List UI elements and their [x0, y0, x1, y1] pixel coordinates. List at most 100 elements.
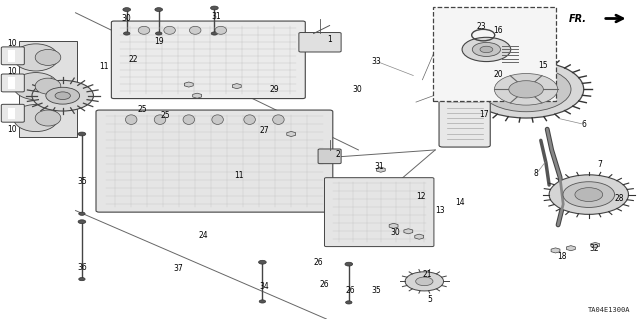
Text: 26: 26 — [314, 258, 324, 267]
Circle shape — [32, 80, 93, 111]
Circle shape — [462, 37, 511, 62]
FancyBboxPatch shape — [1, 47, 24, 65]
Text: 6: 6 — [582, 120, 587, 129]
Ellipse shape — [13, 44, 58, 71]
Ellipse shape — [13, 105, 58, 132]
Text: 30: 30 — [122, 14, 132, 23]
Circle shape — [46, 87, 79, 104]
Text: 35: 35 — [371, 286, 381, 295]
Text: 33: 33 — [371, 57, 381, 66]
Text: 31: 31 — [374, 162, 385, 171]
Ellipse shape — [125, 115, 137, 124]
Text: 26: 26 — [346, 286, 356, 295]
Text: 21: 21 — [423, 271, 432, 279]
Circle shape — [345, 262, 353, 266]
Circle shape — [211, 32, 218, 35]
Circle shape — [346, 301, 352, 304]
FancyBboxPatch shape — [318, 149, 341, 164]
Bar — [433, 7, 556, 101]
Circle shape — [468, 61, 584, 118]
Text: 1: 1 — [327, 35, 332, 44]
Text: 24: 24 — [198, 231, 209, 240]
Text: 10: 10 — [6, 39, 17, 48]
Text: 7: 7 — [597, 160, 602, 169]
Text: 10: 10 — [6, 125, 17, 134]
Text: 23: 23 — [476, 22, 486, 31]
Bar — [8, 108, 15, 119]
Text: 16: 16 — [493, 26, 503, 35]
Circle shape — [78, 132, 86, 136]
Text: 34: 34 — [259, 282, 269, 291]
Text: 2: 2 — [335, 150, 340, 159]
FancyBboxPatch shape — [439, 91, 490, 147]
Text: 10: 10 — [6, 67, 17, 76]
Circle shape — [123, 8, 131, 11]
Text: 30: 30 — [352, 85, 362, 94]
Ellipse shape — [164, 26, 175, 34]
Ellipse shape — [35, 78, 61, 94]
Circle shape — [259, 260, 266, 264]
Circle shape — [78, 220, 86, 224]
Ellipse shape — [215, 26, 227, 34]
FancyBboxPatch shape — [111, 21, 305, 99]
FancyBboxPatch shape — [1, 104, 24, 122]
Text: 17: 17 — [479, 110, 490, 119]
Circle shape — [79, 212, 85, 215]
Text: 11: 11 — [234, 171, 243, 180]
Circle shape — [79, 278, 85, 281]
Text: 12: 12 — [417, 192, 426, 201]
Text: 11: 11 — [100, 63, 109, 71]
Circle shape — [494, 74, 557, 105]
Ellipse shape — [189, 26, 201, 34]
Circle shape — [416, 277, 433, 286]
Text: 19: 19 — [154, 37, 164, 46]
Text: 27: 27 — [259, 126, 269, 135]
Ellipse shape — [183, 115, 195, 124]
Circle shape — [481, 67, 571, 112]
Text: 26: 26 — [319, 280, 330, 289]
Circle shape — [575, 188, 603, 202]
Ellipse shape — [212, 115, 223, 124]
Bar — [8, 77, 15, 89]
Text: 36: 36 — [77, 263, 87, 272]
Text: 32: 32 — [589, 244, 599, 253]
Text: 14: 14 — [454, 198, 465, 207]
FancyBboxPatch shape — [299, 33, 341, 52]
Text: 28: 28 — [615, 194, 624, 203]
FancyBboxPatch shape — [324, 178, 434, 247]
Text: 13: 13 — [435, 206, 445, 215]
FancyBboxPatch shape — [96, 110, 333, 212]
Circle shape — [124, 32, 130, 35]
Ellipse shape — [35, 49, 61, 65]
Text: 8: 8 — [534, 169, 539, 178]
FancyBboxPatch shape — [1, 74, 24, 92]
Circle shape — [549, 175, 628, 214]
Circle shape — [259, 300, 266, 303]
Text: 5: 5 — [428, 295, 433, 304]
Text: 25: 25 — [138, 105, 148, 114]
Bar — [8, 50, 15, 62]
Text: 35: 35 — [77, 177, 87, 186]
Text: 29: 29 — [269, 85, 279, 94]
Circle shape — [563, 182, 614, 207]
Bar — [19, 41, 77, 137]
Circle shape — [480, 46, 493, 53]
Ellipse shape — [273, 115, 284, 124]
Ellipse shape — [13, 73, 58, 100]
Circle shape — [509, 81, 543, 98]
Circle shape — [211, 6, 218, 10]
Circle shape — [156, 32, 162, 35]
Ellipse shape — [244, 115, 255, 124]
Text: TA04E1300A: TA04E1300A — [588, 307, 630, 313]
Circle shape — [472, 42, 500, 56]
Ellipse shape — [35, 110, 61, 126]
Ellipse shape — [154, 115, 166, 124]
Circle shape — [405, 272, 444, 291]
Text: 37: 37 — [173, 264, 183, 273]
FancyBboxPatch shape — [445, 89, 485, 96]
Text: FR.: FR. — [569, 13, 587, 24]
Text: 25: 25 — [160, 111, 170, 120]
Circle shape — [55, 92, 70, 100]
Circle shape — [155, 8, 163, 11]
Text: 18: 18 — [557, 252, 566, 261]
